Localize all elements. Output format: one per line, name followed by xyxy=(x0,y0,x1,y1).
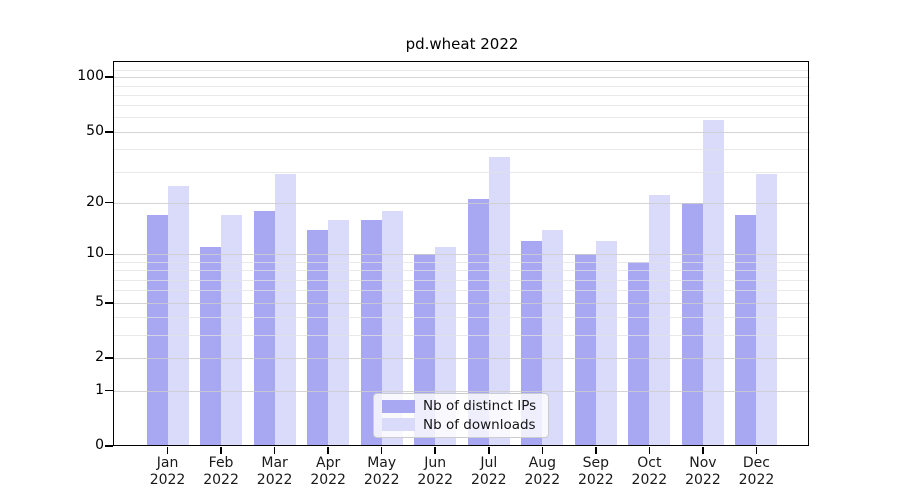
x-tick-label: Jul 2022 xyxy=(470,455,507,488)
bar-distinct-ips-Dec xyxy=(735,215,757,446)
x-tick-label: May 2022 xyxy=(363,455,400,488)
y-tick xyxy=(105,389,113,392)
y-tick-label: 50 xyxy=(86,122,104,139)
gridline-minor xyxy=(114,149,810,151)
legend-entry-distinct-ips: Nb of distinct IPs xyxy=(382,398,540,414)
gridline-major xyxy=(114,358,810,360)
bar-downloads-Mar xyxy=(274,174,296,446)
bar-distinct-ips-Oct xyxy=(628,261,650,446)
gridline-minor xyxy=(114,290,810,292)
x-tick-label: Nov 2022 xyxy=(685,455,721,488)
gridline-minor xyxy=(114,94,810,96)
legend-label-distinct-ips: Nb of distinct IPs xyxy=(423,398,537,415)
y-tick xyxy=(105,201,113,204)
bar-distinct-ips-May xyxy=(360,219,382,446)
y-tick xyxy=(105,357,113,359)
bar-distinct-ips-Jan xyxy=(146,215,168,446)
x-tick xyxy=(595,447,597,454)
gridline-minor xyxy=(114,171,810,173)
x-tick-label: Aug 2022 xyxy=(524,455,561,488)
bar-distinct-ips-Jul xyxy=(467,198,489,446)
bar-downloads-Apr xyxy=(328,219,350,446)
y-tick xyxy=(105,445,113,447)
y-tick-label: 20 xyxy=(86,193,104,210)
gridline-minor xyxy=(114,317,810,319)
bar-downloads-Sep xyxy=(595,241,617,446)
bar-distinct-ips-Nov xyxy=(681,202,703,446)
y-tick-label: 100 xyxy=(77,68,104,85)
bar-distinct-ips-Sep xyxy=(574,254,596,446)
x-tick xyxy=(541,447,544,454)
bar-distinct-ips-Feb xyxy=(200,247,222,446)
bar-distinct-ips-Apr xyxy=(307,229,329,446)
bar-downloads-Nov xyxy=(702,120,724,446)
bar-downloads-Aug xyxy=(542,229,564,446)
bar-downloads-Jul xyxy=(488,157,510,446)
x-tick xyxy=(648,447,651,454)
gridline-minor xyxy=(114,85,810,87)
x-tick-label: Dec 2022 xyxy=(738,455,775,488)
y-tick xyxy=(105,76,113,78)
x-tick-label: Oct 2022 xyxy=(631,455,668,488)
bar-downloads-Dec xyxy=(756,174,778,446)
gridline-minor xyxy=(114,117,810,119)
gridline-minor xyxy=(114,270,810,272)
x-tick xyxy=(755,447,758,454)
gridline-minor xyxy=(114,105,810,107)
x-tick-label: Mar 2022 xyxy=(256,455,293,488)
y-tick-label: 5 xyxy=(95,293,104,310)
gridline-major xyxy=(114,254,810,256)
x-tick-label: Sep 2022 xyxy=(578,455,614,488)
x-tick xyxy=(434,447,436,454)
gridline-minor xyxy=(114,261,810,263)
gridline-minor xyxy=(114,69,810,71)
legend-swatch-downloads xyxy=(382,418,415,432)
gridline-major xyxy=(114,77,810,79)
x-tick xyxy=(273,447,276,454)
x-tick xyxy=(488,447,490,454)
legend: Nb of distinct IPs Nb of downloads xyxy=(373,393,549,438)
x-tick-label: Jun 2022 xyxy=(417,455,454,488)
x-tick-label: Feb 2022 xyxy=(203,455,239,488)
y-tick xyxy=(105,253,113,256)
gridline-major xyxy=(114,302,810,304)
x-tick xyxy=(702,447,704,454)
legend-entry-downloads: Nb of downloads xyxy=(382,417,540,433)
y-tick-label: 2 xyxy=(95,349,104,366)
x-tick xyxy=(166,447,169,454)
gridline-major xyxy=(114,202,810,204)
y-tick-label: 10 xyxy=(86,245,104,262)
x-tick xyxy=(380,447,383,454)
x-tick-label: Apr 2022 xyxy=(310,455,346,488)
legend-label-downloads: Nb of downloads xyxy=(423,416,536,433)
x-tick xyxy=(220,447,222,454)
bar-downloads-Feb xyxy=(221,215,243,446)
gridline-major xyxy=(114,131,810,133)
y-tick xyxy=(105,131,113,133)
chart-title: pd.wheat 2022 xyxy=(405,35,519,53)
gridline-minor xyxy=(114,279,810,281)
bar-distinct-ips-Mar xyxy=(253,210,275,446)
legend-swatch-distinct-ips xyxy=(382,399,415,413)
gridline-major xyxy=(114,390,810,392)
y-tick xyxy=(105,302,113,304)
y-tick-label: 1 xyxy=(95,381,104,398)
bar-downloads-May xyxy=(381,210,403,446)
gridline-minor xyxy=(114,335,810,337)
x-tick-label: Jan 2022 xyxy=(149,455,186,488)
y-tick-label: 0 xyxy=(95,437,104,453)
bar-downloads-Jan xyxy=(167,185,189,446)
bar-downloads-Oct xyxy=(649,195,671,446)
x-tick xyxy=(327,447,329,454)
